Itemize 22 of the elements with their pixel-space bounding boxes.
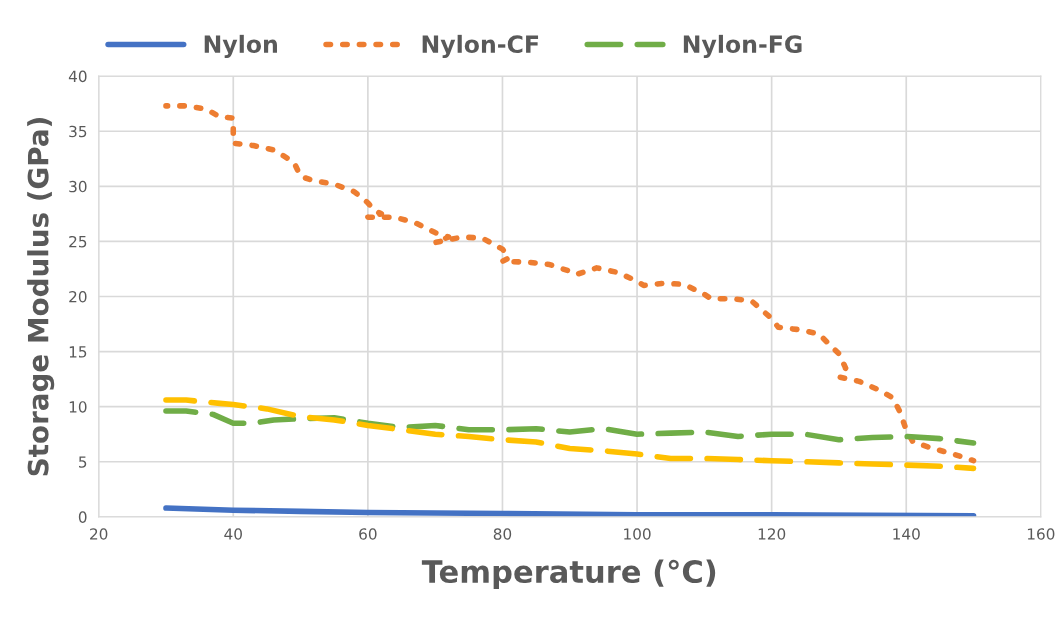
y-tick-label: 20: [69, 290, 87, 303]
x-axis-title: Temperature (°C): [421, 559, 716, 589]
x-tick-label: 120: [758, 528, 786, 540]
y-axis-title: Storage Modulus (GPa): [27, 118, 55, 476]
y-tick-label: 15: [69, 346, 87, 358]
x-tick-label: 40: [224, 528, 242, 540]
y-tick-label: 0: [78, 511, 87, 523]
x-tick-label: 100: [624, 528, 651, 540]
x-tick-label: 60: [359, 528, 377, 540]
y-tick-label: 25: [69, 235, 87, 248]
y-tick-label: 30: [69, 180, 87, 193]
legend-label: Nylon-FG: [683, 34, 802, 58]
x-tick-label: 80: [493, 528, 512, 540]
y-tick-label: 35: [69, 125, 87, 138]
legend-label: Nylon-CF: [422, 34, 539, 58]
y-tick-label: 40: [68, 70, 87, 83]
x-tick-label: 160: [1027, 528, 1055, 540]
x-tick-label: 20: [90, 528, 108, 540]
y-tick-label: 5: [79, 456, 87, 468]
x-tick-label: 140: [893, 528, 920, 540]
legend-label: Nylon: [204, 34, 277, 58]
y-tick-label: 10: [69, 401, 87, 413]
